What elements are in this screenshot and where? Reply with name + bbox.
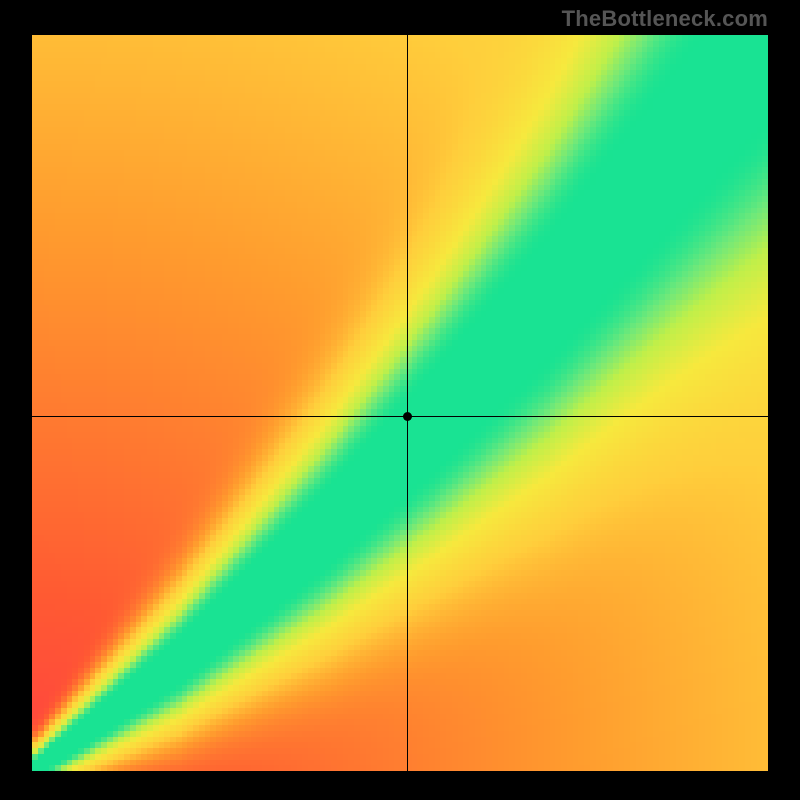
crosshair-horizontal (32, 416, 768, 417)
crosshair-vertical (407, 35, 408, 771)
chart-container: TheBottleneck.com (0, 0, 800, 800)
crosshair-dot (403, 412, 412, 421)
bottleneck-heatmap (32, 35, 768, 771)
watermark-text: TheBottleneck.com (562, 6, 768, 32)
